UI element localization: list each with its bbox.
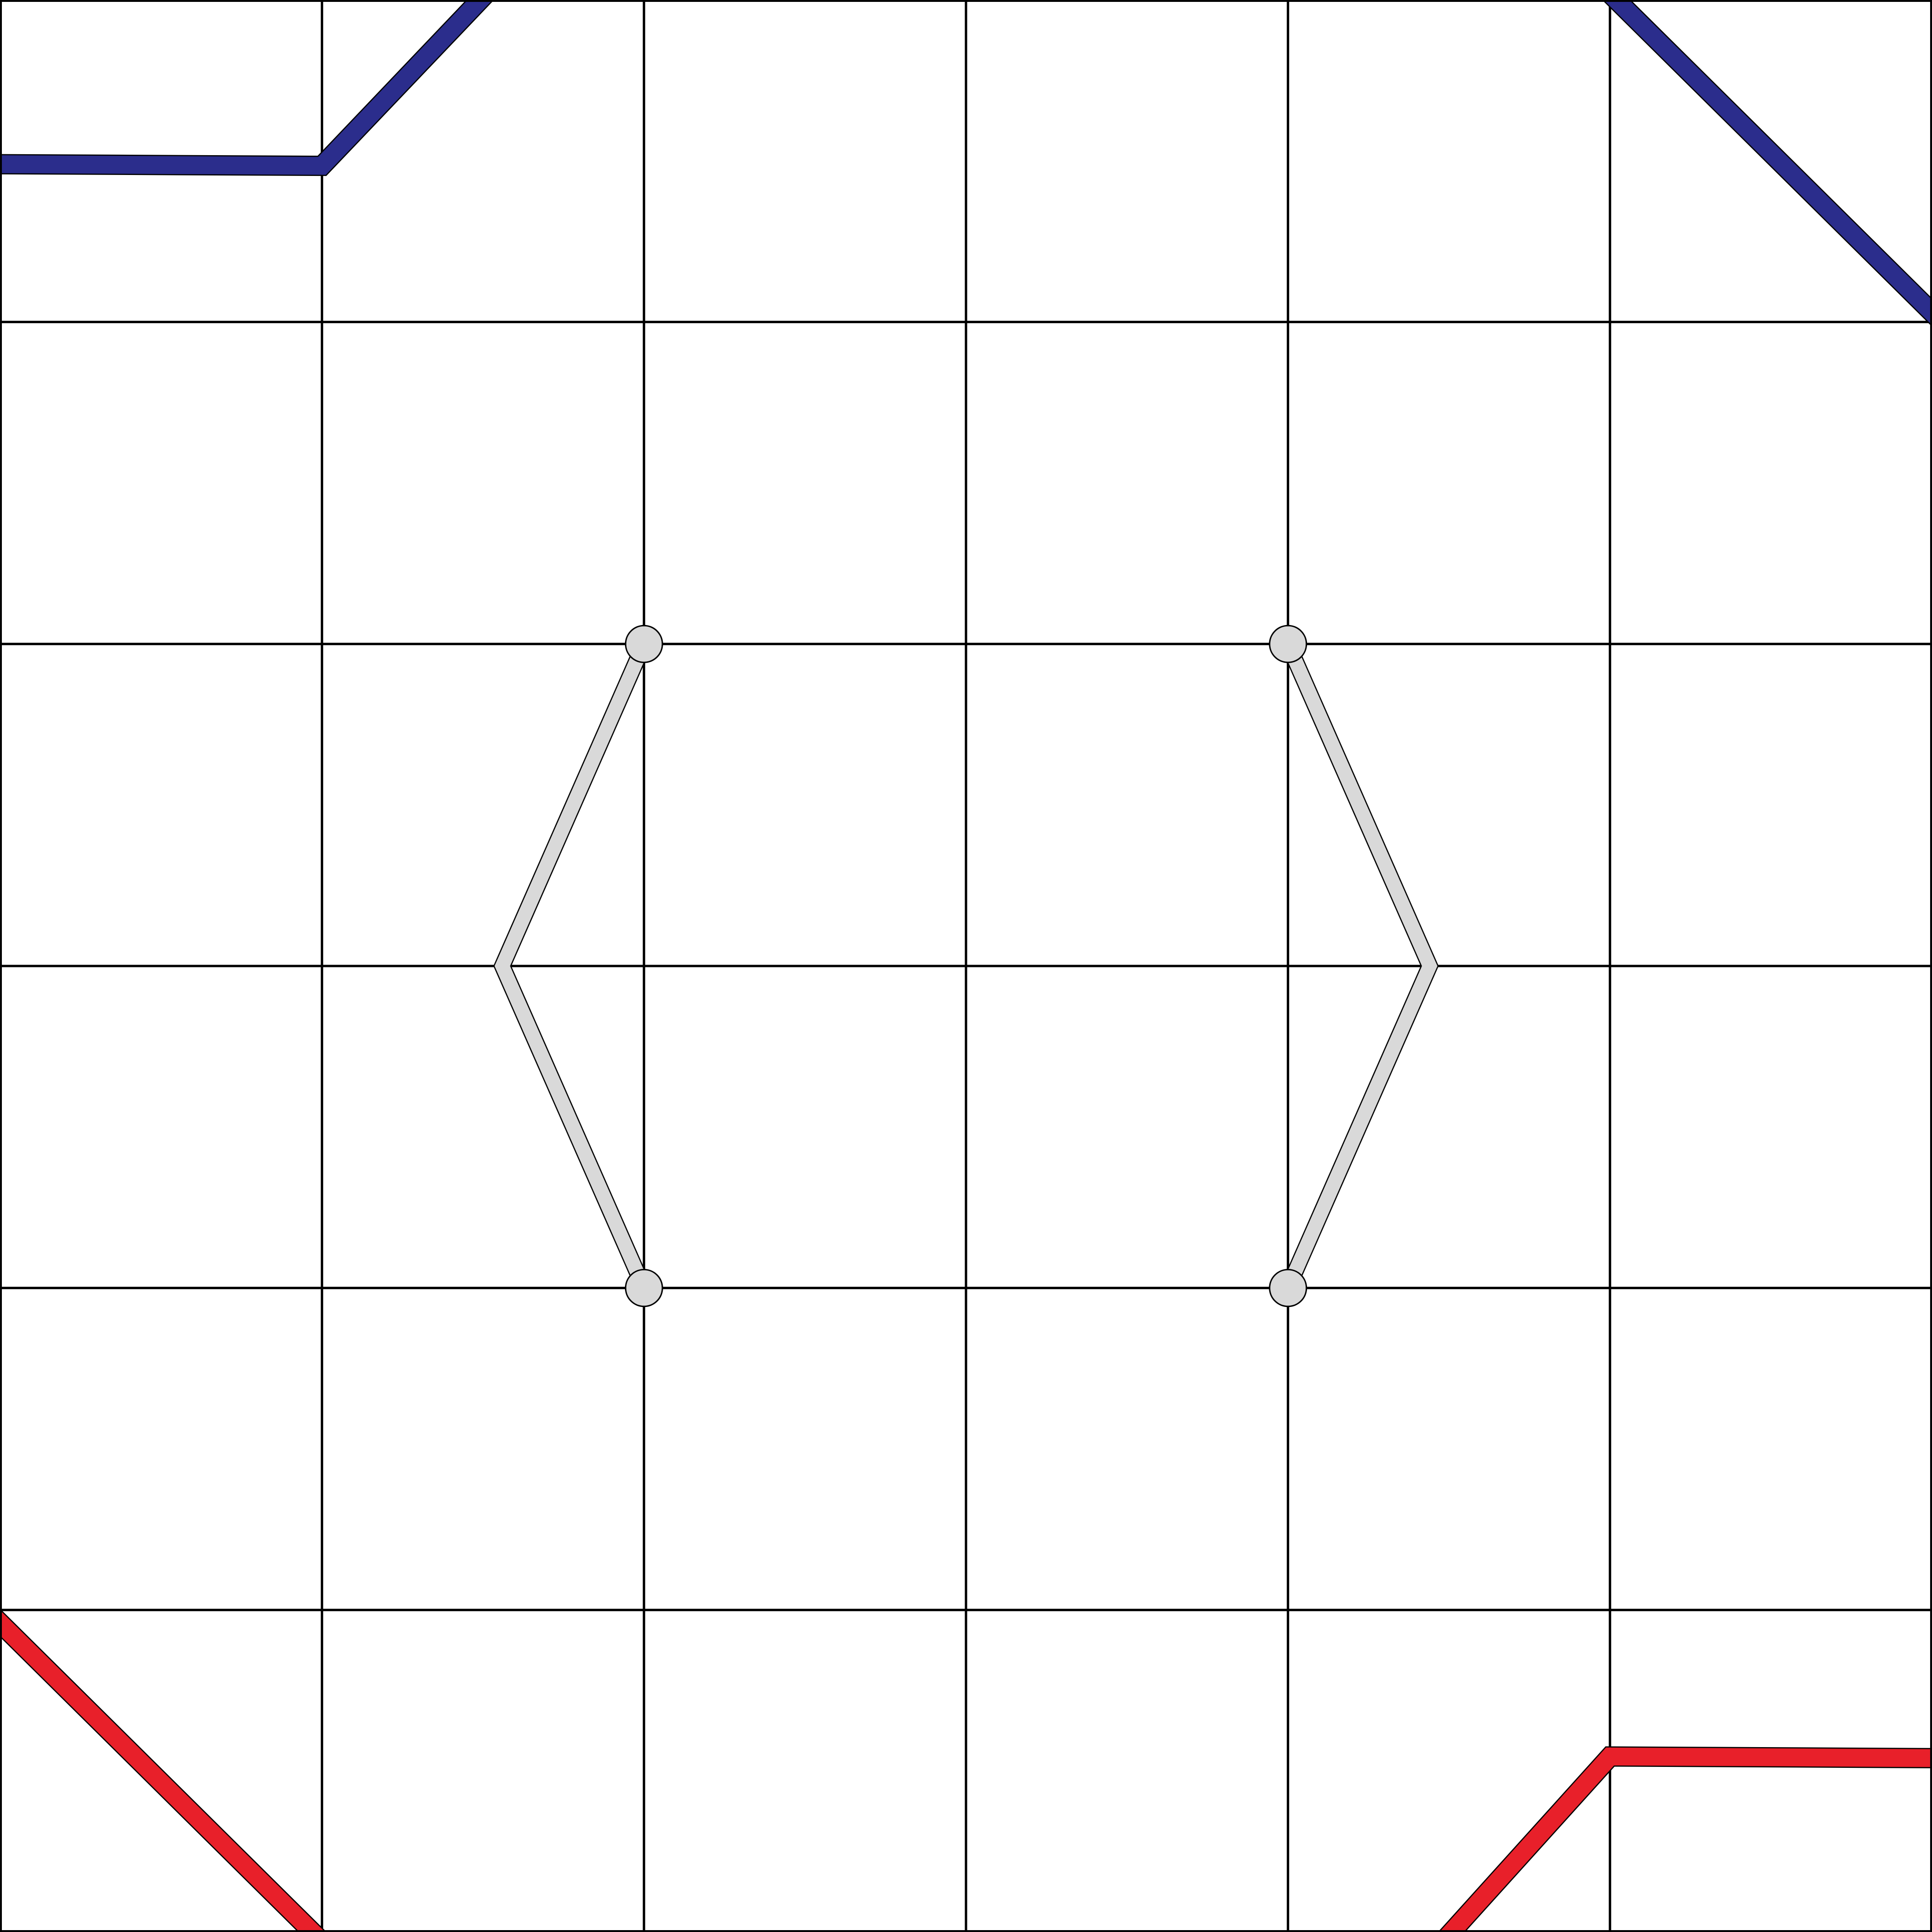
board-cell[interactable] (321, 1287, 645, 1611)
board-cell[interactable] (0, 642, 324, 967)
board-cell[interactable] (321, 965, 645, 1290)
board-cell[interactable] (1608, 321, 1932, 645)
gray-link-left-fill (494, 641, 651, 1291)
grid-node-node-c[interactable] (625, 1269, 663, 1307)
board-cell[interactable] (1287, 965, 1611, 1290)
board-cell[interactable] (321, 1608, 645, 1932)
board-cell[interactable] (965, 1287, 1290, 1611)
red-wall-bottom-left-fill (0, 1610, 325, 1932)
blue-wall-top-left (0, 0, 494, 176)
red-wall-bottom-left (0, 1609, 326, 1932)
board-cell[interactable] (0, 1287, 324, 1611)
board-cell[interactable] (642, 1608, 967, 1932)
gray-link-right (1280, 641, 1439, 1291)
gray-link-right-fill (1281, 641, 1438, 1291)
node-layer (625, 625, 1307, 1307)
board-cell[interactable] (642, 0, 967, 324)
board-cell[interactable] (642, 321, 967, 645)
board-cell[interactable] (1287, 0, 1611, 324)
board-cell[interactable] (1287, 642, 1611, 967)
blue-wall-top-right-fill (1604, 0, 1932, 325)
board-cell[interactable] (965, 642, 1290, 967)
grid-node-node-d[interactable] (1269, 1269, 1307, 1307)
grid-node-node-b[interactable] (1269, 625, 1307, 663)
blue-wall-top-left-fill (0, 0, 493, 175)
board-cell[interactable] (1608, 1287, 1932, 1611)
board-cell[interactable] (1608, 642, 1932, 967)
board-cell[interactable] (965, 0, 1290, 324)
board-cell[interactable] (321, 642, 645, 967)
red-wall-bottom-right (1438, 1746, 1932, 1932)
grid-node-node-a[interactable] (625, 625, 663, 663)
board-cell[interactable] (321, 321, 645, 645)
board-cell[interactable] (1287, 1608, 1611, 1932)
gray-link-left (493, 641, 652, 1291)
board-cell[interactable] (642, 965, 967, 1290)
board-cell[interactable] (965, 1608, 1290, 1932)
blue-wall-top-right (1603, 0, 1932, 326)
board-cell[interactable] (0, 321, 324, 645)
board-cell[interactable] (1287, 321, 1611, 645)
board-cell[interactable] (642, 642, 967, 967)
board-cell[interactable] (642, 1287, 967, 1611)
red-wall-bottom-right-fill (1439, 1747, 1932, 1932)
board-cell[interactable] (0, 965, 324, 1290)
board-cell[interactable] (1608, 1608, 1932, 1932)
board-cell[interactable] (1287, 1287, 1611, 1611)
board-cell[interactable] (965, 965, 1290, 1290)
board-cell[interactable] (965, 321, 1290, 645)
board-cell[interactable] (321, 0, 645, 324)
board-cell[interactable] (1608, 965, 1932, 1290)
